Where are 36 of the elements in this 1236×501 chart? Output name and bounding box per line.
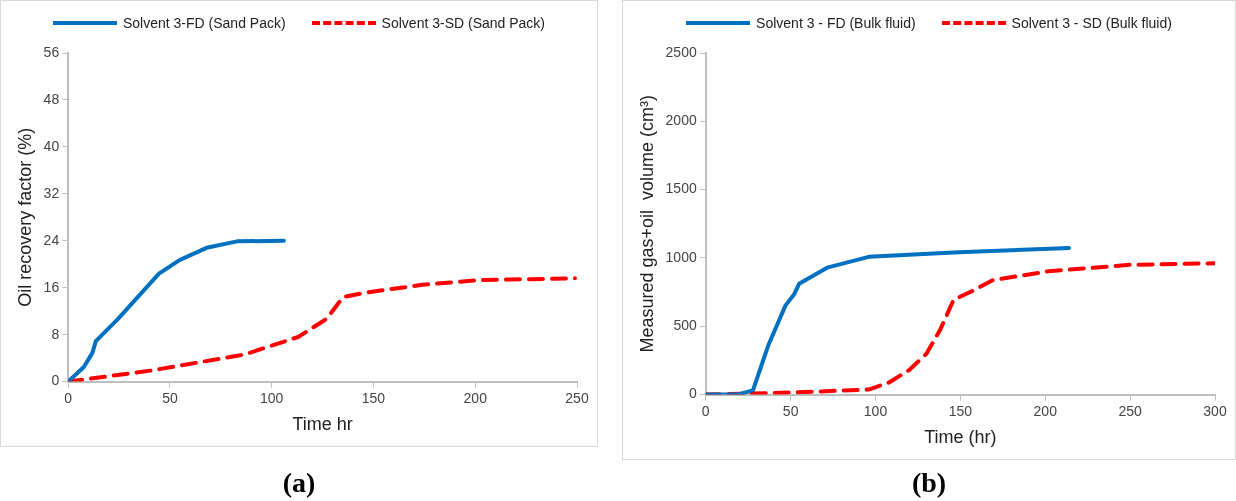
legend-label: Solvent 3-SD (Sand Pack) bbox=[381, 15, 546, 31]
x-tick-label: 100 bbox=[863, 402, 888, 419]
x-tick-label: 200 bbox=[1033, 402, 1058, 419]
x-tick-label: 150 bbox=[948, 402, 973, 419]
text: (b) bbox=[910, 467, 948, 499]
text: (a) bbox=[281, 467, 317, 499]
y-tick-label: 24 bbox=[43, 231, 60, 248]
x-tick-label: 300 bbox=[1203, 402, 1227, 419]
legend-label: Solvent 3 - FD (Bulk fluid) bbox=[756, 15, 916, 31]
y-axis-title: Oil recovery factor (%) bbox=[14, 127, 35, 307]
y-tick-label: 2000 bbox=[665, 112, 697, 129]
x-tick-label: 250 bbox=[1118, 402, 1143, 419]
x-tick-label: 100 bbox=[260, 389, 284, 406]
y-tick-label: 500 bbox=[673, 317, 697, 334]
legend-label: Solvent 3-FD (Sand Pack) bbox=[122, 15, 286, 31]
y-tick-label: 0 bbox=[51, 372, 60, 389]
y-tick-label: 40 bbox=[43, 137, 60, 154]
x-tick-label: 250 bbox=[565, 389, 589, 406]
y-tick-label: 1500 bbox=[665, 180, 697, 197]
x-tick-label: 0 bbox=[701, 402, 710, 419]
y-tick-label: 2500 bbox=[665, 43, 697, 60]
y-tick-label: 16 bbox=[43, 278, 60, 295]
x-tick-label: 50 bbox=[782, 402, 799, 419]
x-tick-label: 50 bbox=[162, 389, 178, 406]
y-tick-label: 8 bbox=[51, 325, 60, 342]
x-axis-title: Time hr bbox=[292, 414, 353, 435]
x-tick-label: 0 bbox=[64, 389, 73, 406]
y-tick-label: 32 bbox=[43, 184, 60, 201]
y-tick-label: 48 bbox=[43, 90, 60, 107]
x-tick-label: 200 bbox=[463, 389, 488, 406]
y-tick-label: 1000 bbox=[665, 248, 697, 265]
x-tick-label: 150 bbox=[361, 389, 386, 406]
y-axis-title: Measured gas+oil volume (cm³) bbox=[636, 95, 657, 353]
y-tick-label: 56 bbox=[43, 43, 60, 60]
x-axis-title: Time (hr) bbox=[924, 427, 997, 448]
legend-label: Solvent 3 - SD (Bulk fluid) bbox=[1011, 15, 1172, 31]
